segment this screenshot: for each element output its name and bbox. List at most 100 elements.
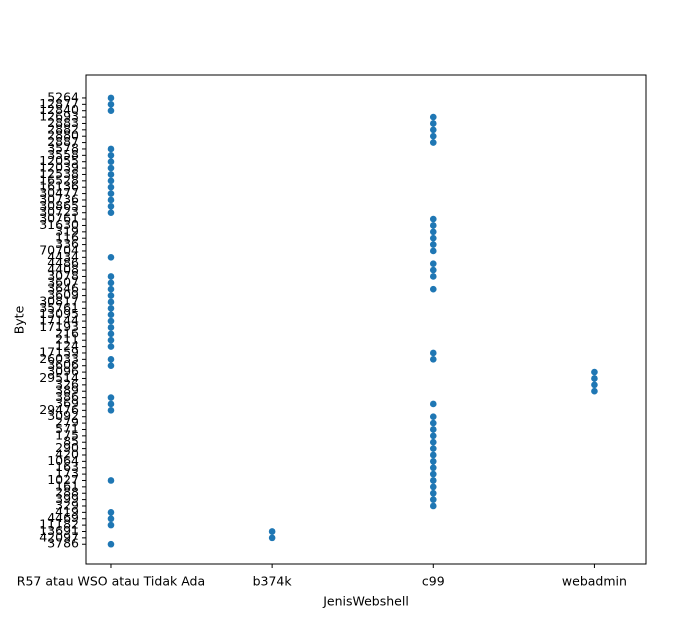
y-tick-label: 161 [55, 478, 79, 493]
point [107, 317, 115, 325]
point [107, 107, 115, 115]
y-tick-label: 4486 [47, 255, 79, 270]
point [429, 458, 437, 465]
y-tick-label: 389 [55, 383, 79, 398]
point [429, 222, 437, 229]
y-tick-label: 2887 [47, 134, 79, 149]
x-tick-label: R57 atau WSO atau Tidak Ada [17, 574, 205, 589]
point [429, 432, 437, 440]
y-tick-label: 3092 [47, 408, 79, 423]
y-tick-label: 29514 [39, 370, 79, 385]
point [107, 330, 115, 338]
point [107, 324, 115, 331]
y-tick-label: 11182 [39, 517, 79, 532]
point [429, 502, 437, 510]
point [429, 139, 437, 146]
point [429, 234, 437, 242]
point [107, 311, 115, 319]
point [107, 407, 115, 414]
point [107, 356, 115, 363]
point [429, 285, 437, 293]
point [591, 387, 598, 395]
point [591, 375, 598, 382]
point [429, 489, 437, 497]
y-tick-label: 35761 [39, 300, 79, 315]
point [107, 158, 115, 166]
y-tick-label: 173 [55, 466, 79, 481]
point [429, 126, 437, 134]
point [429, 215, 437, 223]
y-tick-label: 13691 [39, 523, 79, 538]
y-tick-label: 13095 [39, 306, 79, 321]
point [107, 145, 115, 153]
y-tick-label: 16528 [39, 172, 79, 187]
y-tick-label: 3578 [47, 140, 79, 155]
y-tick-label: 4434 [47, 249, 79, 264]
point [268, 528, 276, 535]
point [107, 305, 115, 312]
point [429, 496, 437, 503]
point [107, 190, 115, 197]
y-tick-label: 4469 [47, 510, 79, 525]
y-tick-label: 326 [55, 376, 79, 391]
point [107, 164, 115, 172]
y-tick-label: 163 [55, 459, 79, 474]
point [107, 177, 115, 185]
point [429, 349, 437, 357]
point [429, 120, 437, 127]
point [429, 477, 437, 484]
y-tick-label: 369 [55, 395, 79, 410]
point [429, 445, 437, 452]
y-tick-label: 30477 [39, 185, 79, 200]
point [429, 247, 437, 255]
y-tick-label: 30736 [39, 191, 79, 206]
point [429, 464, 437, 472]
point [107, 279, 115, 287]
point [429, 241, 437, 248]
point [107, 515, 115, 523]
y-tick-label: 124 [55, 338, 79, 353]
y-tick-label: 216 [55, 325, 79, 340]
y-tick-label: 3646 [47, 281, 79, 296]
point [107, 400, 115, 408]
point [107, 298, 115, 306]
y-tick-label: 175 [55, 427, 79, 442]
point [107, 94, 115, 102]
point [429, 426, 437, 433]
point [107, 285, 115, 293]
point [107, 362, 115, 370]
point [429, 413, 437, 421]
point [107, 101, 115, 108]
y-tick-label: 3609 [47, 287, 79, 302]
y-tick-label: 2882 [47, 121, 79, 136]
point [429, 483, 437, 491]
y-tick-label: 2880 [47, 128, 79, 143]
y-tick-label: 30723 [39, 204, 79, 219]
y-tick-label: 5264 [47, 89, 79, 104]
y-tick-label: 399 [55, 491, 79, 506]
x-tick-label: c99 [422, 574, 445, 589]
y-tick-label: 4408 [47, 262, 79, 277]
x-tick-label: b374k [253, 574, 293, 589]
y-tick-label: 12538 [39, 166, 79, 181]
point [107, 343, 115, 350]
x-axis-label: JenisWebshell [322, 594, 409, 609]
point [429, 132, 437, 140]
y-tick-label: 319 [55, 223, 79, 238]
point [429, 451, 437, 459]
y-tick-label: 12039 [39, 160, 79, 175]
y-tick-label: 30761 [39, 211, 79, 226]
point [107, 273, 115, 280]
point [107, 183, 115, 191]
point [268, 534, 276, 542]
point [107, 394, 115, 401]
y-tick-label: 3786 [47, 536, 79, 551]
x-tick-label: webadmin [562, 574, 627, 589]
point [107, 521, 115, 529]
y-tick-label: 31630 [39, 217, 79, 232]
point [107, 509, 115, 516]
y-tick-label: 279 [55, 415, 79, 430]
y-tick-label: 12693 [39, 109, 79, 124]
point [107, 152, 115, 159]
